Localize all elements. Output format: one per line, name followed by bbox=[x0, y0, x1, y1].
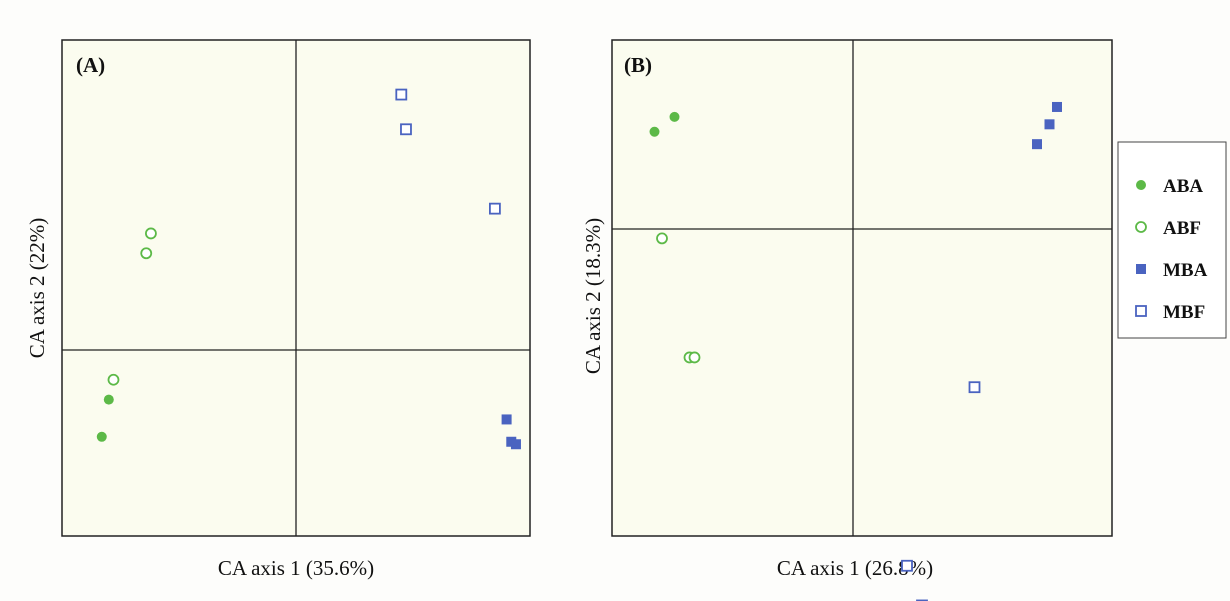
panel-a-y-axis-label: CA axis 2 (22%) bbox=[25, 218, 49, 359]
legend-marker-aba bbox=[1136, 180, 1146, 190]
panel-b-label: (B) bbox=[624, 53, 652, 77]
panel-b-point-abf-1 bbox=[656, 232, 668, 245]
panel-b-plot-area bbox=[611, 39, 1113, 537]
panel-a-point-mbf-2 bbox=[400, 123, 412, 136]
legend-label-mba: MBA bbox=[1163, 260, 1208, 281]
panel-b-y-axis-label: CA axis 2 (18.3%) bbox=[581, 218, 605, 374]
legend-label-aba: ABA bbox=[1163, 176, 1203, 197]
panel-a-x-axis-label: CA axis 1 (35.6%) bbox=[218, 556, 374, 580]
panel-a-point-abf-2 bbox=[145, 227, 157, 240]
legend-marker-mba bbox=[1136, 264, 1146, 274]
panel-a-point-abf-1 bbox=[107, 373, 120, 386]
panel-a-point-aba-2 bbox=[96, 431, 107, 442]
legend-label-abf: ABF bbox=[1163, 218, 1201, 239]
panel-b-point-mba-3 bbox=[1052, 101, 1062, 112]
panel-a-point-mba-3 bbox=[510, 439, 521, 450]
legend: ABA ABF MBA MBF bbox=[1117, 141, 1227, 339]
panel-a-points bbox=[96, 88, 521, 450]
panel-a-point-aba-1 bbox=[103, 394, 114, 405]
panel-a: (A) CA axis 1 (35.6%) CA axis 2 (22%) bbox=[25, 39, 531, 580]
legend-marker-abf bbox=[1135, 221, 1147, 233]
panel-a-point-mbf-3 bbox=[488, 202, 501, 215]
legend-items: ABA ABF MBA MBF bbox=[1135, 176, 1208, 323]
legend-marker-mbf bbox=[1135, 305, 1147, 317]
panel-a-point-mba-1 bbox=[501, 414, 512, 425]
panel-b-point-aba-2 bbox=[669, 111, 680, 122]
legend-label-mbf: MBF bbox=[1163, 302, 1205, 323]
panel-b-point-aba-1 bbox=[649, 126, 660, 137]
panel-a-point-abf-3 bbox=[140, 247, 153, 260]
panel-b-point-abf-3 bbox=[688, 351, 701, 364]
panel-b-point-mba-2 bbox=[1044, 119, 1055, 130]
panel-b-point-mbf-1 bbox=[968, 381, 981, 394]
panel-b-point-mba-1 bbox=[1032, 139, 1042, 150]
panel-a-label: (A) bbox=[76, 53, 105, 77]
panel-b-point-mbf-2 bbox=[901, 559, 913, 572]
panel-a-point-mbf-1 bbox=[395, 88, 408, 101]
panel-b: (B) CA axis 1 (26.8%) CA axis 2 (18.3%) bbox=[581, 39, 1113, 601]
panel-b-points bbox=[649, 101, 1062, 601]
